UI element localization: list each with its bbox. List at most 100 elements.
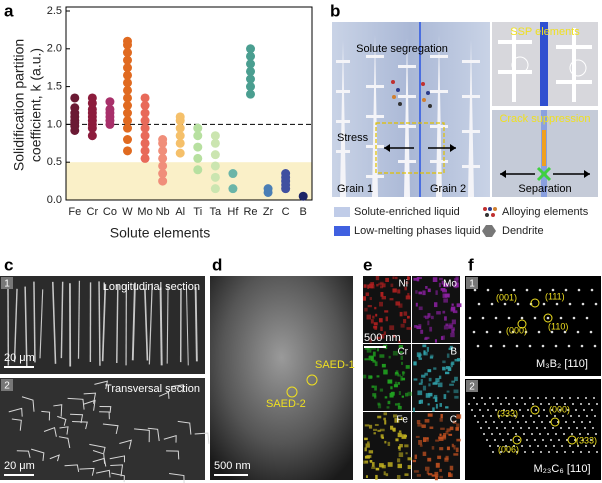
spot — [556, 403, 558, 405]
spot — [492, 451, 494, 453]
point — [87, 93, 97, 103]
point — [158, 135, 168, 145]
eds-signal — [431, 446, 435, 450]
eds-signal — [367, 305, 372, 308]
spot — [548, 403, 550, 405]
eds-signal — [373, 432, 376, 435]
cell-trace — [99, 406, 112, 413]
eds-signal — [397, 381, 400, 385]
legend-dots — [483, 207, 497, 217]
eds-signal — [418, 439, 423, 445]
ssp-cluster — [511, 56, 529, 74]
point — [123, 63, 132, 73]
eds-signal — [432, 277, 438, 282]
point — [263, 184, 273, 194]
spot — [519, 409, 521, 411]
spot — [476, 403, 478, 405]
diffraction-pattern — [465, 276, 601, 376]
eds-signal — [450, 332, 455, 338]
eds-signal — [422, 451, 427, 457]
cell-trace — [94, 380, 109, 390]
spot — [494, 316, 498, 320]
spot — [477, 421, 479, 423]
inset-dendrites — [498, 28, 592, 102]
cell-trace — [109, 455, 125, 463]
cell-trace — [79, 467, 95, 476]
eds-signal — [422, 290, 426, 296]
cell-trace — [89, 443, 106, 454]
eds-signal — [407, 391, 413, 396]
legend-text: Alloying elements — [502, 206, 589, 218]
eds-signal — [413, 277, 419, 281]
eds-signal — [412, 407, 415, 413]
dendrite-trace — [24, 286, 28, 368]
spot — [559, 409, 561, 411]
spot — [536, 427, 538, 429]
eds-signal — [421, 374, 426, 378]
spot — [511, 330, 515, 334]
spot — [503, 302, 507, 306]
eds-signal — [363, 284, 367, 288]
eds-signal — [405, 295, 411, 300]
eds-signal — [425, 315, 429, 320]
spot — [511, 409, 513, 411]
spot — [539, 433, 541, 435]
eds-signal — [429, 426, 434, 429]
eds-signal — [434, 394, 438, 399]
spot — [585, 445, 587, 447]
spot — [580, 344, 584, 348]
eds-signal — [385, 473, 389, 477]
element-label: Fe — [396, 415, 408, 426]
point — [246, 82, 255, 92]
eds-signal — [420, 379, 423, 384]
legend-text: Dendrite — [502, 225, 544, 237]
spot — [493, 421, 495, 423]
spot — [525, 288, 529, 292]
spot — [492, 403, 494, 405]
point — [193, 142, 203, 152]
spot — [581, 421, 583, 423]
eds-signal — [424, 372, 428, 376]
spot — [558, 439, 560, 441]
spot — [489, 344, 493, 348]
eds-signal — [415, 302, 418, 307]
cell-trace — [70, 413, 84, 424]
saed-spot — [306, 374, 318, 386]
panel-label: d — [212, 255, 222, 274]
eds-signal — [393, 414, 398, 418]
eds-signal — [425, 393, 431, 398]
element-label: Ni — [399, 279, 408, 290]
spot — [554, 415, 556, 417]
spot — [505, 397, 507, 399]
eds-signal — [376, 336, 381, 340]
eds-signal — [434, 475, 438, 481]
eds-signal — [407, 465, 411, 470]
spot — [590, 439, 592, 441]
point — [228, 184, 238, 194]
spot — [564, 403, 566, 405]
spot — [571, 433, 573, 435]
spot — [503, 409, 505, 411]
diagram-text: Stress — [337, 132, 369, 144]
point — [228, 169, 238, 179]
eds-signal — [384, 440, 387, 444]
diffraction-pattern — [465, 379, 601, 480]
point — [210, 161, 220, 171]
cell-trace — [177, 420, 192, 435]
spot — [537, 445, 539, 447]
eds-signal — [416, 352, 421, 357]
eds-signal — [422, 437, 427, 443]
eds-signal — [380, 326, 383, 331]
eds-signal — [453, 278, 459, 284]
eds-signal — [439, 277, 443, 281]
spot — [515, 344, 519, 348]
eds-signal — [454, 376, 458, 382]
eds-signal — [397, 446, 401, 450]
spot — [563, 433, 565, 435]
point — [158, 153, 168, 163]
eds-signal — [431, 474, 437, 477]
spot — [520, 316, 524, 320]
eds-signal — [423, 315, 426, 318]
spot — [555, 433, 557, 435]
